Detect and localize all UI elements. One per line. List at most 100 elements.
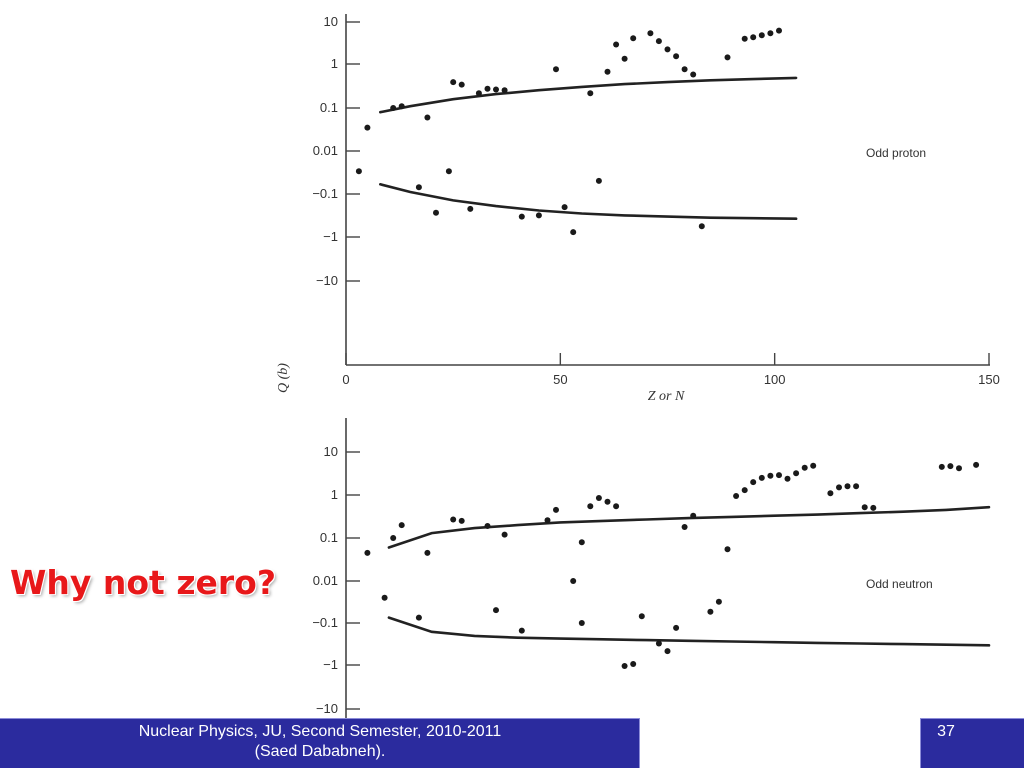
callout-why-not-zero: Why not zero?: [10, 563, 276, 602]
data-point: [553, 506, 559, 513]
data-point: [450, 516, 457, 523]
data-point: [844, 483, 851, 490]
data-point: [870, 504, 877, 511]
data-point: [776, 472, 782, 479]
data-point: [595, 177, 602, 184]
data-point: [750, 34, 757, 41]
y-tick-label: 0.1: [320, 530, 338, 545]
series-annotation: Odd proton: [866, 146, 926, 160]
footer-line-2: (Saed Dababneh).: [254, 743, 386, 760]
data-point: [690, 71, 697, 78]
data-point: [861, 504, 868, 511]
data-point: [681, 524, 688, 530]
data-point: [398, 522, 405, 529]
data-point: [613, 41, 620, 48]
x-tick-label: 100: [764, 372, 786, 387]
data-point: [484, 523, 491, 529]
data-point: [381, 594, 388, 601]
data-point: [613, 503, 620, 510]
y-tick-label: 10: [324, 14, 338, 29]
data-point: [724, 546, 731, 553]
data-point: [570, 229, 577, 236]
data-point: [758, 32, 765, 39]
data-point: [578, 620, 585, 626]
data-point: [776, 27, 782, 34]
data-point: [655, 640, 662, 647]
data-point: [801, 464, 808, 471]
data-point: [424, 114, 431, 121]
y-tick-label: 0.01: [313, 143, 338, 158]
data-point: [793, 470, 800, 477]
y-tick-label: −10: [316, 701, 338, 716]
y-tick-label: 10: [324, 444, 338, 459]
data-point: [553, 66, 559, 73]
odd-neutron-chart: 10 1 0.1 0.01 −0.1 −1 −10 Odd neutron: [312, 418, 991, 718]
data-point: [973, 461, 980, 468]
data-point: [604, 498, 611, 505]
data-point: [433, 209, 439, 216]
slide-number: 37: [937, 723, 955, 740]
data-point: [561, 204, 568, 211]
data-point: [518, 213, 525, 220]
data-point: [673, 53, 680, 60]
data-point: [741, 487, 748, 494]
data-point: [415, 614, 422, 621]
data-point: [544, 517, 551, 524]
data-point: [621, 55, 628, 62]
trend-curve: [387, 616, 991, 647]
data-point: [587, 90, 594, 97]
data-point: [493, 607, 499, 614]
y-axis-label: Q (b): [276, 363, 291, 393]
data-point: [638, 613, 645, 620]
data-point: [673, 624, 680, 631]
data-point: [467, 205, 474, 212]
data-point: [364, 124, 371, 131]
data-point: [681, 66, 688, 73]
data-point: [630, 35, 637, 42]
data-point: [578, 539, 585, 546]
data-point: [707, 608, 714, 615]
data-point: [810, 462, 817, 469]
x-tick-label: 50: [553, 372, 567, 387]
data-point: [853, 483, 860, 490]
y-tick-label: −1: [323, 657, 338, 672]
data-point: [741, 35, 748, 42]
data-point: [390, 105, 397, 111]
data-point: [604, 68, 611, 75]
data-point: [355, 168, 362, 175]
data-point: [424, 549, 431, 556]
data-point: [956, 465, 962, 472]
data-point: [938, 463, 945, 470]
data-point: [484, 85, 491, 92]
data-point: [501, 87, 508, 94]
data-point: [836, 484, 842, 491]
trend-curve: [379, 183, 798, 220]
data-point: [690, 512, 697, 519]
data-point: [767, 30, 774, 37]
data-point: [595, 495, 602, 501]
data-point: [698, 223, 705, 230]
data-point: [724, 54, 731, 61]
y-tick-label: 0.01: [313, 573, 338, 588]
data-point: [535, 212, 542, 219]
y-tick-label: 1: [331, 487, 338, 502]
footer-credit: Nuclear Physics, JU, Second Semester, 20…: [0, 722, 640, 762]
y-tick-label: −1: [323, 229, 338, 244]
data-point: [767, 472, 774, 479]
data-point: [398, 103, 405, 110]
data-point: [570, 578, 577, 584]
y-tick-label: 0.1: [320, 100, 338, 115]
footer-bar-left: [0, 718, 640, 768]
y-tick-label: −10: [316, 273, 338, 288]
data-point: [630, 661, 637, 667]
data-point: [647, 30, 654, 37]
data-point: [501, 531, 508, 538]
data-point: [493, 86, 499, 93]
data-point: [621, 663, 628, 669]
y-tick-label: −0.1: [312, 615, 338, 630]
x-axis-label: Z or N: [648, 389, 685, 404]
data-point: [750, 479, 757, 486]
data-point: [458, 81, 465, 88]
data-point: [458, 517, 465, 524]
